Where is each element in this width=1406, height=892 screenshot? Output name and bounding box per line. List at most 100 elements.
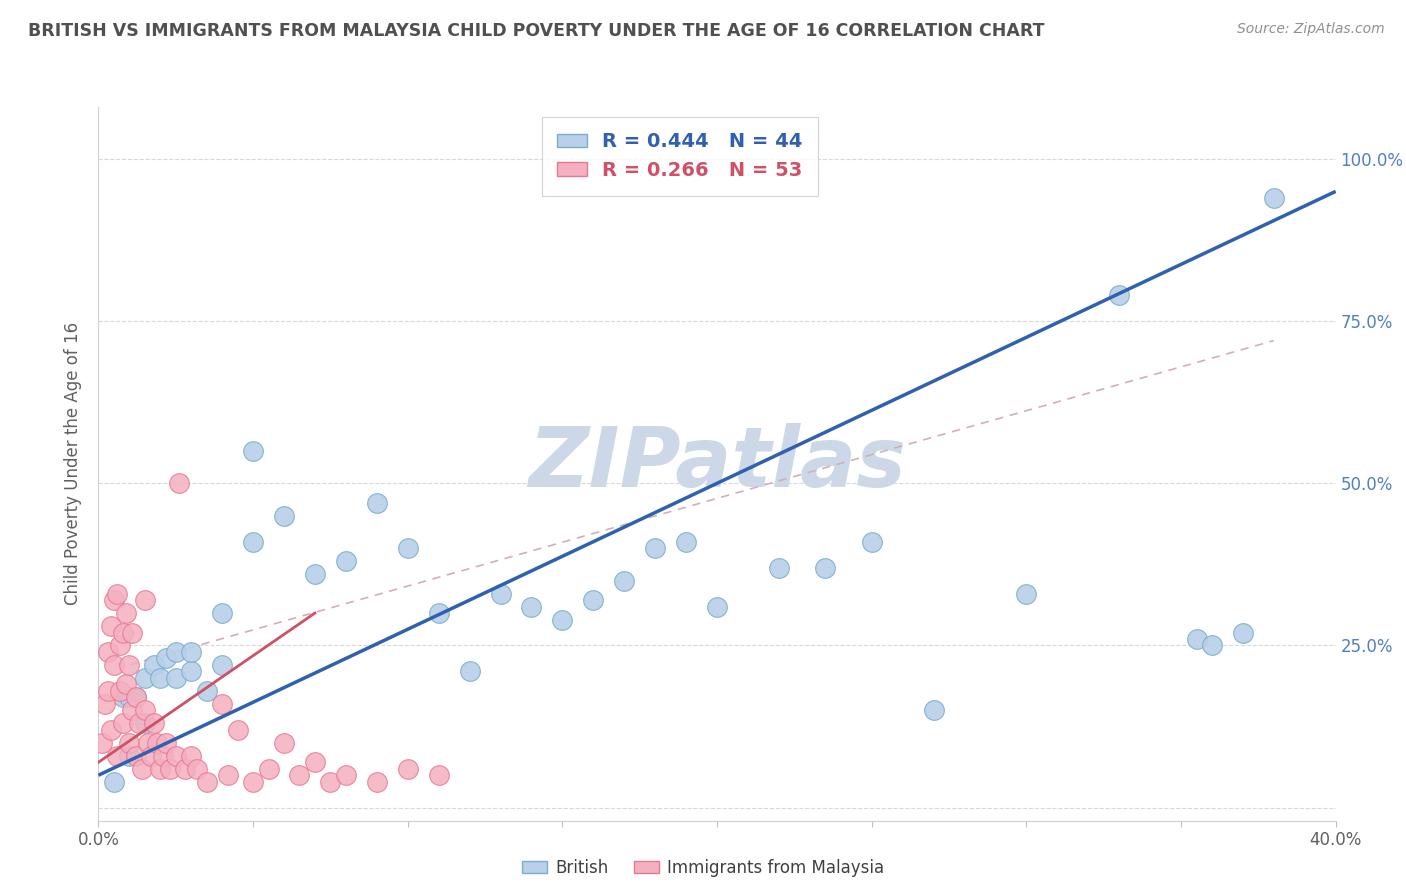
Point	[613, 574, 636, 588]
Point	[768, 560, 790, 574]
Point	[152, 748, 174, 763]
Point	[458, 665, 481, 679]
Point	[489, 586, 512, 600]
Point	[100, 619, 122, 633]
Point	[112, 690, 135, 705]
Point	[186, 762, 208, 776]
Point	[174, 762, 197, 776]
Point	[922, 703, 945, 717]
Point	[128, 716, 150, 731]
Point	[105, 586, 128, 600]
Point	[814, 560, 837, 574]
Point	[217, 768, 239, 782]
Point	[1185, 632, 1208, 646]
Point	[97, 645, 120, 659]
Point	[195, 684, 218, 698]
Point	[257, 762, 280, 776]
Point	[93, 697, 115, 711]
Point	[149, 762, 172, 776]
Point	[706, 599, 728, 614]
Point	[319, 774, 342, 789]
Legend: British, Immigrants from Malaysia: British, Immigrants from Malaysia	[516, 853, 890, 884]
Point	[366, 774, 388, 789]
Point	[180, 665, 202, 679]
Point	[226, 723, 249, 737]
Point	[118, 657, 141, 672]
Point	[304, 567, 326, 582]
Text: Source: ZipAtlas.com: Source: ZipAtlas.com	[1237, 22, 1385, 37]
Point	[242, 534, 264, 549]
Point	[115, 606, 138, 620]
Point	[134, 671, 156, 685]
Point	[118, 736, 141, 750]
Point	[211, 606, 233, 620]
Point	[427, 768, 450, 782]
Point	[396, 541, 419, 556]
Point	[211, 697, 233, 711]
Y-axis label: Child Poverty Under the Age of 16: Child Poverty Under the Age of 16	[65, 322, 83, 606]
Point	[118, 690, 141, 705]
Point	[134, 593, 156, 607]
Point	[118, 748, 141, 763]
Point	[167, 476, 190, 491]
Point	[551, 613, 574, 627]
Point	[115, 677, 138, 691]
Point	[124, 690, 146, 705]
Point	[134, 716, 156, 731]
Point	[427, 606, 450, 620]
Point	[1108, 288, 1130, 302]
Point	[108, 684, 131, 698]
Point	[136, 736, 159, 750]
Point	[180, 645, 202, 659]
Point	[159, 762, 181, 776]
Point	[131, 762, 153, 776]
Point	[644, 541, 666, 556]
Point	[112, 716, 135, 731]
Point	[134, 703, 156, 717]
Point	[165, 748, 187, 763]
Point	[149, 671, 172, 685]
Point	[97, 684, 120, 698]
Point	[1263, 191, 1285, 205]
Point	[1232, 625, 1254, 640]
Point	[273, 508, 295, 523]
Legend: R = 0.444   N = 44, R = 0.266   N = 53: R = 0.444 N = 44, R = 0.266 N = 53	[541, 117, 818, 195]
Point	[146, 736, 169, 750]
Point	[143, 657, 166, 672]
Point	[180, 748, 202, 763]
Point	[100, 723, 122, 737]
Point	[103, 774, 125, 789]
Point	[582, 593, 605, 607]
Point	[242, 774, 264, 789]
Point	[304, 756, 326, 770]
Point	[155, 651, 177, 665]
Point	[211, 657, 233, 672]
Point	[155, 736, 177, 750]
Point	[366, 496, 388, 510]
Point	[1201, 639, 1223, 653]
Point	[165, 645, 187, 659]
Point	[112, 625, 135, 640]
Point	[121, 703, 143, 717]
Point	[124, 748, 146, 763]
Point	[143, 716, 166, 731]
Point	[860, 534, 883, 549]
Point	[335, 768, 357, 782]
Point	[124, 690, 146, 705]
Text: ZIPatlas: ZIPatlas	[529, 424, 905, 504]
Point	[195, 774, 218, 789]
Point	[273, 736, 295, 750]
Point	[675, 534, 697, 549]
Point	[165, 671, 187, 685]
Point	[105, 748, 128, 763]
Point	[288, 768, 311, 782]
Point	[139, 748, 162, 763]
Point	[90, 736, 112, 750]
Point	[1015, 586, 1038, 600]
Point	[520, 599, 543, 614]
Point	[242, 443, 264, 458]
Text: BRITISH VS IMMIGRANTS FROM MALAYSIA CHILD POVERTY UNDER THE AGE OF 16 CORRELATIO: BRITISH VS IMMIGRANTS FROM MALAYSIA CHIL…	[28, 22, 1045, 40]
Point	[103, 657, 125, 672]
Point	[103, 593, 125, 607]
Point	[396, 762, 419, 776]
